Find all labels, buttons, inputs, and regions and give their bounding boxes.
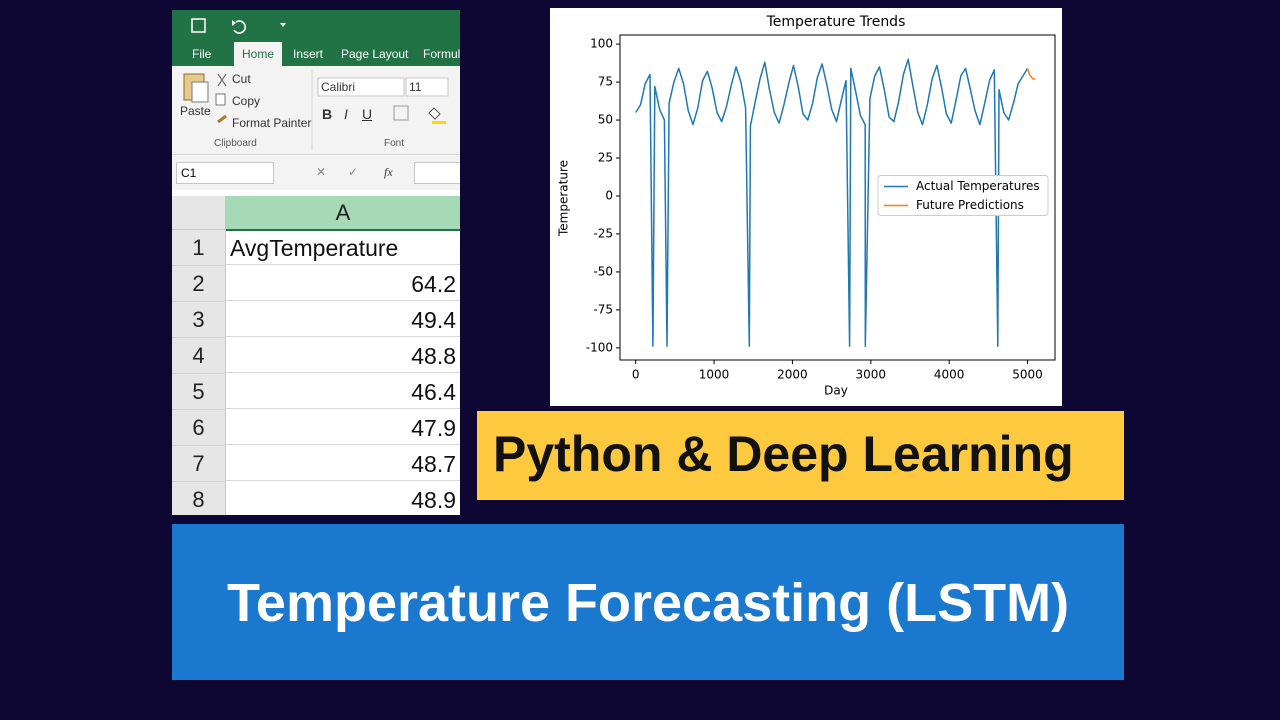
fx-button[interactable]: fx <box>384 165 393 179</box>
tab[interactable]: Home <box>234 42 283 66</box>
select-all[interactable] <box>172 196 226 230</box>
bold-button[interactable]: B <box>322 106 333 122</box>
x-tick-label: 5000 <box>1012 368 1043 382</box>
y-tick-label: -50 <box>593 264 613 278</box>
cell[interactable]: 48.9 <box>226 482 460 515</box>
legend-label: Future Predictions <box>916 198 1024 212</box>
title-bar <box>172 10 460 42</box>
tab[interactable]: Insert <box>293 47 324 61</box>
group-label: Clipboard <box>214 138 257 149</box>
quick-access-icons <box>191 18 286 34</box>
font-name[interactable]: Calibri <box>321 80 356 94</box>
italic-button[interactable]: I <box>344 106 348 122</box>
ribbon: Paste Cut Copy Format Painter Clipboard … <box>172 66 460 155</box>
row-header[interactable]: 1 <box>172 230 226 266</box>
ribbon-tabs: File Home Insert Page Layout Formul <box>172 42 460 66</box>
tab[interactable]: Page Layout <box>341 47 409 61</box>
subtitle: Python & Deep Learning <box>493 426 1074 482</box>
x-tick-label: 2000 <box>777 368 808 382</box>
title: Temperature Forecasting (LSTM) <box>226 573 1070 633</box>
cell[interactable]: 64.2 <box>226 266 460 301</box>
cell[interactable]: 48.7 <box>226 446 460 481</box>
formula-bar: C1 ✕ ✓ fx <box>172 156 460 190</box>
formula-input[interactable] <box>414 162 460 184</box>
x-tick-label: 3000 <box>856 368 887 382</box>
row-header[interactable]: 7 <box>172 446 226 482</box>
y-axis-label: Temperature <box>557 160 571 237</box>
row-header[interactable]: 6 <box>172 410 226 446</box>
column-header[interactable]: A <box>226 196 460 231</box>
group-label: Font <box>384 138 405 149</box>
legend-label: Actual Temperatures <box>916 179 1040 193</box>
name-box[interactable]: C1 <box>176 162 274 184</box>
cell[interactable]: AvgTemperature <box>226 230 460 265</box>
sheet-grid: A 1 AvgTemperature 2 64.2 3 49.4 4 48.8 5 46.4 6 47… <box>172 196 460 515</box>
subtitle-banner: Python & Deep Learning <box>477 411 1124 500</box>
row-header[interactable]: 5 <box>172 374 226 410</box>
tab[interactable]: Formul <box>423 47 460 61</box>
y-tick-label: 75 <box>598 75 613 89</box>
cell[interactable]: 47.9 <box>226 410 460 445</box>
plot-frame <box>619 34 1056 361</box>
formula-buttons: ✕ ✓ fx <box>306 162 410 184</box>
row-header[interactable]: 2 <box>172 266 226 302</box>
copy-button[interactable]: Copy <box>232 94 261 108</box>
underline-button[interactable]: U <box>362 106 373 122</box>
legend-box <box>877 175 1049 216</box>
cell[interactable]: 46.4 <box>226 374 460 409</box>
format-painter-button[interactable]: Format Painter <box>232 116 312 130</box>
title-banner: Temperature Forecasting (LSTM) <box>172 524 1124 680</box>
y-tick-label: 100 <box>590 37 613 51</box>
ribbon-icons <box>183 70 449 150</box>
x-tick-label: 0 <box>632 368 640 382</box>
font-size[interactable]: 11 <box>409 80 422 94</box>
cell[interactable]: 49.4 <box>226 302 460 337</box>
row-header[interactable]: 8 <box>172 482 226 515</box>
y-tick-label: 50 <box>598 113 613 127</box>
row-header[interactable]: 4 <box>172 338 226 374</box>
row-header[interactable]: 3 <box>172 302 226 338</box>
x-tick-label: 1000 <box>699 368 730 382</box>
cut-button[interactable]: Cut <box>232 72 251 86</box>
paste-button[interactable]: Paste <box>180 104 211 118</box>
y-tick-label: -75 <box>593 302 613 316</box>
chart-title: Temperature Trends <box>766 14 906 30</box>
y-tick-label: 0 <box>605 188 613 202</box>
tab[interactable]: File <box>192 47 212 61</box>
y-tick-label: -25 <box>593 226 613 240</box>
y-tick-label: 25 <box>598 151 613 165</box>
x-tick-label: 4000 <box>934 368 965 382</box>
cell[interactable]: 48.8 <box>226 338 460 373</box>
x-axis-label: Day <box>824 384 848 398</box>
y-tick-label: -100 <box>586 340 613 354</box>
series-line <box>635 58 1029 348</box>
series-line <box>1026 68 1036 80</box>
chart: Temperature Trends Day Temperature -100 -… <box>550 8 1062 406</box>
spreadsheet-screenshot: File Home Insert Page Layout Formul Past… <box>172 10 460 515</box>
